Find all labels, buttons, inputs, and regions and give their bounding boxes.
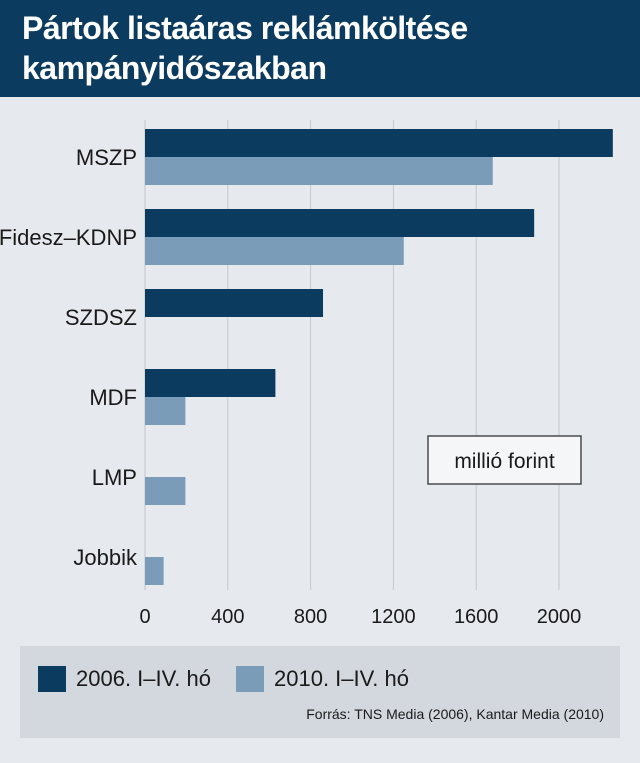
chart-title: Pártok listaáras reklámköltése kampányid…	[22, 10, 468, 86]
category-label-fidesz-kdnp: Fidesz–KDNP	[0, 225, 137, 250]
category-label-mszp: MSZP	[76, 145, 137, 170]
bar-szdsz-2006	[145, 289, 324, 317]
unit-box: millió forint	[427, 435, 582, 485]
bar-fidesz-kdnp-2010	[145, 237, 404, 265]
gridlines	[144, 120, 560, 590]
category-label-jobbik: Jobbik	[73, 545, 138, 570]
bar-mszp-2006	[145, 129, 613, 157]
x-tick-labels: 0 400 800 1200 1600 2000	[139, 606, 581, 628]
x-tick-label-1600: 1600	[454, 606, 499, 628]
bars	[145, 129, 613, 585]
bar-fidesz-kdnp-2006	[145, 209, 535, 237]
legend: 2006. I–IV. hó 2010. I–IV. hó Forrás: TN…	[20, 646, 620, 738]
bar-mdf-2010	[145, 397, 186, 425]
x-tick-label-800: 800	[294, 606, 327, 628]
x-tick-label-400: 400	[211, 606, 244, 628]
legend-label-2006: 2006. I–IV. hó	[76, 666, 211, 691]
legend-label-2010: 2010. I–IV. hó	[274, 666, 409, 691]
bar-jobbik-2010	[145, 557, 164, 585]
bar-lmp-2010	[145, 477, 186, 505]
category-label-mdf: MDF	[89, 385, 137, 410]
unit-label: millió forint	[454, 450, 555, 473]
unit-box-frame	[427, 435, 582, 485]
legend-swatch-2006	[38, 666, 66, 692]
legend-swatch-2010	[236, 666, 264, 692]
source-note: Forrás: TNS Media (2006), Kantar Media (…	[306, 706, 604, 722]
category-label-szdsz: SZDSZ	[65, 305, 137, 330]
x-tick-label-2000: 2000	[537, 606, 582, 628]
bar-chart: MSZP Fidesz–KDNP SZDSZ MDF LMP Jobbik 0 400 800…	[0, 120, 613, 628]
category-labels: MSZP Fidesz–KDNP SZDSZ MDF LMP Jobbik	[0, 145, 138, 570]
header: Pártok listaáras reklámköltése kampányid…	[0, 0, 640, 97]
x-tick-label-1200: 1200	[371, 606, 416, 628]
bar-mszp-2010	[145, 157, 493, 185]
bar-mdf-2006	[145, 369, 276, 397]
x-tick-label-0: 0	[139, 606, 150, 628]
category-label-lmp: LMP	[92, 465, 137, 490]
